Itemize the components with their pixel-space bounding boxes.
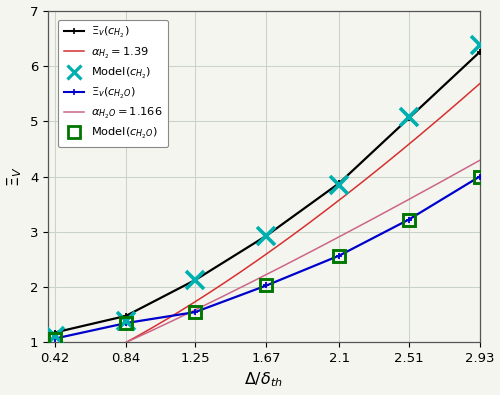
$\alpha_{H_2} = 1.39$ xyxy=(190,301,196,305)
$\Xi_v(c_{H_2})$ xyxy=(476,50,482,55)
$\alpha_{H_2O} = 1.166$ xyxy=(360,222,366,226)
Y-axis label: $\Xi_V$: $\Xi_V$ xyxy=(6,166,25,187)
Model$(c_{H_2})$ xyxy=(123,319,129,324)
Model$(c_{H_2O})$ xyxy=(123,321,129,325)
Model$(c_{H_2})$ xyxy=(192,278,198,282)
Model$(c_{H_2O})$ xyxy=(406,217,411,222)
Line: $\alpha_{H_2} = 1.39$: $\alpha_{H_2} = 1.39$ xyxy=(55,84,480,377)
Model$(c_{H_2})$ xyxy=(476,43,482,48)
$\Xi_v(c_{H_2})$ xyxy=(192,278,198,282)
X-axis label: $\Delta/\delta_{th}$: $\Delta/\delta_{th}$ xyxy=(244,371,284,389)
$\Xi_v(c_{H_2})$ xyxy=(123,314,129,318)
$\alpha_{H_2O} = 1.166$ xyxy=(220,294,226,299)
$\Xi_v(c_{H_2O})$ xyxy=(406,217,411,222)
Line: $\alpha_{H_2O} = 1.166$: $\alpha_{H_2O} = 1.166$ xyxy=(55,160,480,373)
$\alpha_{H_2} = 1.39$ xyxy=(358,180,364,185)
$\Xi_v(c_{H_2})$ xyxy=(52,330,58,335)
$\alpha_{H_2} = 1.39$ xyxy=(52,374,58,379)
$\alpha_{H_2O} = 1.166$ xyxy=(476,158,482,163)
$\Xi_v(c_{H_2})$ xyxy=(264,233,270,238)
Line: $\Xi_v(c_{H_2})$: $\Xi_v(c_{H_2})$ xyxy=(52,49,483,336)
Line: Model$(c_{H_2})$: Model$(c_{H_2})$ xyxy=(46,36,488,345)
$\alpha_{H_2} = 1.39$ xyxy=(220,281,226,286)
Model$(c_{H_2})$ xyxy=(52,333,58,338)
Legend: $\Xi_v(c_{H_2})$, $\alpha_{H_2} = 1.39$, Model$(c_{H_2})$, $\Xi_v(c_{H_2O})$, $\: $\Xi_v(c_{H_2})$, $\alpha_{H_2} = 1.39$,… xyxy=(58,20,168,147)
$\alpha_{H_2O} = 1.166$ xyxy=(319,243,325,248)
$\alpha_{H_2O} = 1.166$ xyxy=(190,308,196,313)
$\Xi_v(c_{H_2O})$ xyxy=(336,253,342,258)
$\Xi_v(c_{H_2O})$ xyxy=(476,174,482,179)
Line: $\Xi_v(c_{H_2O})$: $\Xi_v(c_{H_2O})$ xyxy=(52,173,483,342)
Model$(c_{H_2O})$ xyxy=(476,174,482,179)
$\Xi_v(c_{H_2O})$ xyxy=(264,283,270,288)
$\Xi_v(c_{H_2O})$ xyxy=(52,336,58,341)
$\Xi_v(c_{H_2O})$ xyxy=(192,310,198,314)
Model$(c_{H_2})$ xyxy=(336,182,342,187)
$\Xi_v(c_{H_2O})$ xyxy=(123,321,129,325)
Model$(c_{H_2O})$ xyxy=(336,253,342,258)
$\alpha_{H_2} = 1.39$ xyxy=(103,351,109,356)
$\alpha_{H_2} = 1.39$ xyxy=(476,81,482,86)
Line: Model$(c_{H_2O})$: Model$(c_{H_2O})$ xyxy=(48,170,486,345)
$\alpha_{H_2} = 1.39$ xyxy=(360,179,366,183)
$\alpha_{H_2} = 1.39$ xyxy=(319,211,325,216)
Model$(c_{H_2})$ xyxy=(406,115,411,120)
$\Xi_v(c_{H_2})$ xyxy=(336,181,342,186)
Model$(c_{H_2O})$ xyxy=(264,283,270,288)
$\alpha_{H_2O} = 1.166$ xyxy=(103,349,109,354)
Model$(c_{H_2O})$ xyxy=(52,336,58,341)
$\alpha_{H_2O} = 1.166$ xyxy=(358,222,364,227)
Model$(c_{H_2})$ xyxy=(264,233,270,238)
$\Xi_v(c_{H_2})$ xyxy=(406,116,411,121)
$\alpha_{H_2O} = 1.166$ xyxy=(52,371,58,376)
Model$(c_{H_2O})$ xyxy=(192,310,198,314)
